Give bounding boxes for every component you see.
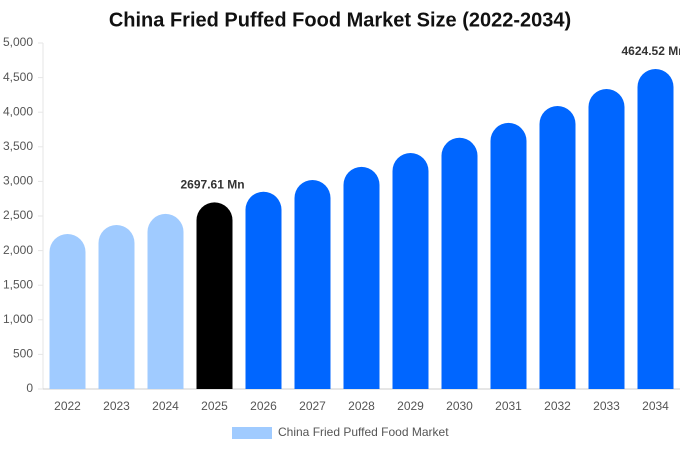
value-label: 2697.61 Mn bbox=[181, 177, 245, 191]
x-tick-label: 2033 bbox=[593, 399, 620, 413]
x-tick-label: 2030 bbox=[446, 399, 473, 413]
y-tick-label: 2,000 bbox=[3, 243, 33, 257]
x-tick-label: 2024 bbox=[152, 399, 179, 413]
chart-title: China Fried Puffed Food Market Size (202… bbox=[109, 9, 571, 31]
x-tick-label: 2022 bbox=[54, 399, 81, 413]
legend-label: China Fried Puffed Food Market bbox=[278, 425, 449, 439]
y-tick-label: 1,500 bbox=[3, 277, 33, 291]
y-tick-label: 5,000 bbox=[3, 35, 33, 49]
y-tick-label: 2,500 bbox=[3, 208, 33, 222]
y-tick-label: 4,500 bbox=[3, 70, 33, 84]
bar bbox=[98, 224, 135, 389]
bar bbox=[637, 68, 674, 389]
x-tick-label: 2023 bbox=[103, 399, 130, 413]
y-tick-label: 0 bbox=[26, 381, 33, 395]
y-tick-label: 500 bbox=[13, 347, 33, 361]
bar bbox=[392, 153, 429, 389]
bar bbox=[294, 180, 331, 389]
bar bbox=[490, 122, 527, 390]
bar bbox=[588, 89, 625, 389]
x-tick-label: 2031 bbox=[495, 399, 522, 413]
bar bbox=[441, 137, 478, 389]
bar bbox=[49, 233, 86, 389]
value-label: 4624.52 Mn bbox=[622, 44, 680, 58]
x-tick-label: 2025 bbox=[201, 399, 228, 413]
y-tick-label: 3,500 bbox=[3, 139, 33, 153]
y-tick-label: 4,000 bbox=[3, 104, 33, 118]
x-tick-label: 2029 bbox=[397, 399, 424, 413]
bar bbox=[147, 213, 184, 389]
bar bbox=[245, 191, 282, 389]
x-tick-label: 2032 bbox=[544, 399, 571, 413]
y-tick-label: 1,000 bbox=[3, 312, 33, 326]
bar bbox=[343, 166, 380, 389]
legend-swatch bbox=[232, 427, 272, 439]
x-tick-label: 2027 bbox=[299, 399, 326, 413]
bar bbox=[196, 202, 233, 389]
x-tick-label: 2034 bbox=[642, 399, 669, 413]
bar bbox=[539, 105, 576, 390]
x-tick-label: 2028 bbox=[348, 399, 375, 413]
x-tick-label: 2026 bbox=[250, 399, 277, 413]
y-tick-label: 3,000 bbox=[3, 174, 33, 188]
